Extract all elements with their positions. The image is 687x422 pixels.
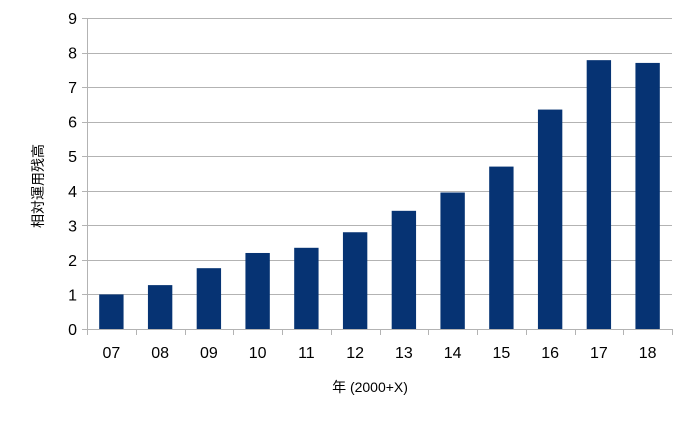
bar-08 [147,285,173,329]
gridlines [87,18,672,295]
y-tick-labels: 0 1 2 3 4 5 6 7 8 9 [68,11,77,339]
x-tick-label: 18 [639,345,657,362]
bar-10 [245,252,270,329]
y-tick-label: 1 [68,287,77,304]
bar-17 [586,60,612,329]
y-tick-label: 2 [68,253,77,270]
y-tick-label: 9 [68,11,77,28]
x-tick-label: 15 [492,345,510,362]
x-tick-label: 10 [249,345,267,362]
x-tick-label: 16 [541,345,559,362]
x-axis-title: 年 (2000+X) [332,379,408,395]
x-tick-label: 09 [200,345,218,362]
bar-07 [99,294,124,329]
bar-13 [391,210,417,329]
x-tick-label: 14 [444,345,462,362]
y-tick-label: 7 [68,80,77,97]
y-tick-label: 3 [68,218,77,235]
x-tick-labels: 07 08 09 10 11 12 13 14 15 16 17 18 [102,345,656,362]
bar-14 [440,192,465,329]
x-tick-label: 12 [346,345,364,362]
bar-15 [489,166,514,329]
y-tick-label: 8 [68,46,77,63]
bar-16 [537,109,563,329]
axes [82,18,673,335]
bar-09 [196,268,222,329]
y-tick-label: 4 [68,184,77,201]
bar-11 [294,247,319,329]
y-tick-label: 5 [68,149,77,166]
y-tick-label: 0 [68,322,77,339]
bar-18 [635,62,660,330]
y-tick-label: 6 [68,115,77,132]
x-tick-label: 13 [395,345,413,362]
bars [99,60,660,330]
x-tick-label: 08 [151,345,169,362]
x-tick-label: 17 [590,345,608,362]
x-tick-label: 11 [298,345,315,362]
y-axis-title: 相対運用残高 [30,144,46,228]
bar-12 [342,232,368,329]
x-tick-label: 07 [102,345,120,362]
